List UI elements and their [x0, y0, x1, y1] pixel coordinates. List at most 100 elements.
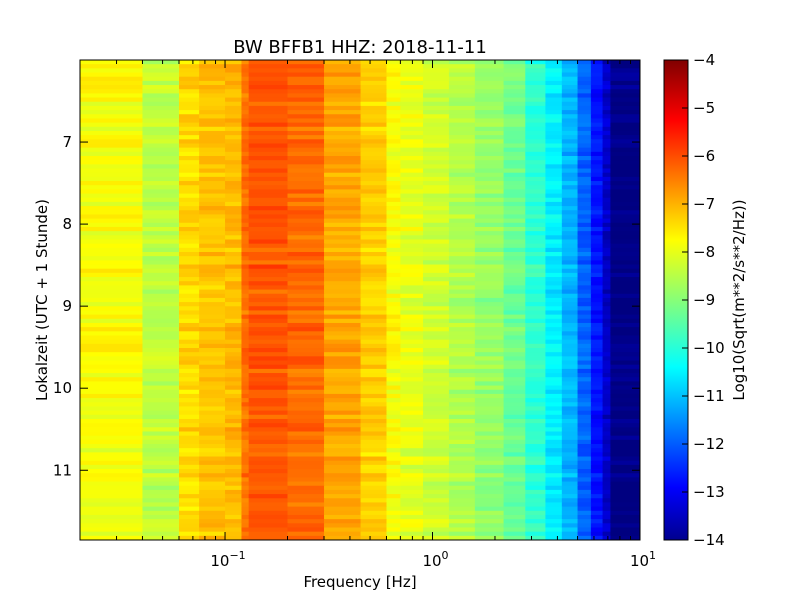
- heatmap-cell: [225, 485, 243, 491]
- heatmap-cell: [474, 260, 505, 266]
- heatmap-cell: [248, 318, 289, 324]
- heatmap-cell: [602, 368, 611, 374]
- heatmap-cell: [525, 239, 546, 245]
- heatmap-cell: [386, 489, 401, 495]
- heatmap-cell: [525, 373, 546, 378]
- heatmap-cell: [525, 481, 546, 487]
- heatmap-cell: [610, 72, 640, 78]
- heatmap-cell: [525, 197, 546, 203]
- heatmap-cell: [525, 85, 546, 90]
- heatmap-cell: [474, 210, 505, 216]
- heatmap-cell: [324, 239, 362, 245]
- heatmap-cell: [142, 318, 180, 324]
- heatmap-cell: [199, 293, 226, 299]
- heatmap-cell: [423, 339, 450, 345]
- heatmap-cell: [525, 122, 546, 128]
- heatmap-cell: [179, 368, 200, 374]
- heatmap-cell: [503, 256, 526, 261]
- heatmap-cell: [423, 427, 450, 433]
- heatmap-cell: [448, 80, 476, 86]
- heatmap-cell: [142, 130, 180, 136]
- heatmap-cell: [590, 89, 604, 94]
- heatmap-cell: [448, 510, 476, 516]
- heatmap-cell: [199, 331, 226, 337]
- heatmap-cell: [474, 247, 505, 253]
- heatmap-cell: [142, 97, 180, 103]
- heatmap-cell: [324, 285, 362, 291]
- heatmap-cell: [590, 64, 604, 69]
- heatmap-cell: [577, 393, 592, 399]
- heatmap-cell: [561, 185, 579, 190]
- heatmap-cell: [423, 64, 450, 69]
- heatmap-cell: [225, 110, 243, 115]
- heatmap-cell: [590, 514, 604, 520]
- heatmap-cell: [545, 418, 563, 424]
- heatmap-cell: [142, 439, 180, 445]
- heatmap-cell: [80, 139, 144, 145]
- heatmap-cell: [80, 85, 144, 90]
- heatmap-cell: [248, 393, 289, 399]
- heatmap-cell: [386, 297, 401, 303]
- heatmap-cell: [248, 456, 289, 462]
- heatmap-cell: [386, 414, 401, 420]
- heatmap-cell: [386, 168, 401, 174]
- heatmap-cell: [474, 485, 505, 491]
- heatmap-cell: [287, 156, 325, 161]
- heatmap-cell: [448, 164, 476, 170]
- heatmap-cell: [448, 427, 476, 433]
- heatmap-cell: [400, 151, 424, 157]
- heatmap-cell: [423, 210, 450, 216]
- heatmap-cell: [80, 523, 144, 529]
- heatmap-cell: [241, 406, 250, 412]
- heatmap-cell: [577, 427, 592, 433]
- heatmap-cell: [610, 168, 640, 174]
- heatmap-cell: [503, 264, 526, 270]
- heatmap-cell: [400, 410, 424, 416]
- heatmap-cell: [386, 160, 401, 165]
- heatmap-cell: [248, 535, 289, 540]
- heatmap-cell: [179, 114, 200, 120]
- heatmap-cell: [448, 456, 476, 462]
- heatmap-cell: [324, 139, 362, 145]
- heatmap-cell: [248, 260, 289, 266]
- heatmap-cell: [142, 197, 180, 203]
- heatmap-cell: [525, 252, 546, 257]
- heatmap-cell: [423, 268, 450, 274]
- heatmap-cell: [423, 418, 450, 424]
- heatmap-cell: [561, 293, 579, 299]
- heatmap-cell: [199, 110, 226, 115]
- heatmap-cell: [448, 189, 476, 195]
- chart-title: BW BFFB1 HHZ: 2018-11-11: [233, 37, 487, 58]
- y-tick-label: 8: [62, 215, 72, 233]
- colorbar-tick-label: −6: [693, 147, 715, 165]
- heatmap-cell: [241, 452, 250, 458]
- heatmap-cell: [80, 239, 144, 245]
- heatmap-cell: [577, 80, 592, 86]
- heatmap-cell: [610, 277, 640, 282]
- heatmap-cell: [80, 381, 144, 387]
- heatmap-cell: [360, 260, 388, 266]
- heatmap-cell: [525, 172, 546, 178]
- heatmap-cell: [423, 481, 450, 487]
- heatmap-cell: [248, 410, 289, 416]
- heatmap-cell: [448, 473, 476, 478]
- heatmap-cell: [287, 85, 325, 90]
- heatmap-cell: [602, 423, 611, 428]
- heatmap-cell: [610, 452, 640, 458]
- x-tick-exponent: −1: [229, 549, 245, 562]
- heatmap-cell: [423, 423, 450, 428]
- heatmap-cell: [142, 389, 180, 395]
- heatmap-cell: [474, 469, 505, 474]
- heatmap-cell: [577, 514, 592, 520]
- heatmap-cell: [577, 510, 592, 516]
- heatmap-cell: [386, 176, 401, 182]
- heatmap-cell: [241, 226, 250, 232]
- heatmap-cell: [610, 318, 640, 324]
- heatmap-cell: [602, 143, 611, 149]
- heatmap-cell: [248, 172, 289, 178]
- heatmap-cell: [590, 80, 604, 86]
- heatmap-cell: [561, 460, 579, 466]
- heatmap-cell: [610, 118, 640, 124]
- heatmap-cell: [448, 498, 476, 504]
- heatmap-cell: [225, 456, 243, 462]
